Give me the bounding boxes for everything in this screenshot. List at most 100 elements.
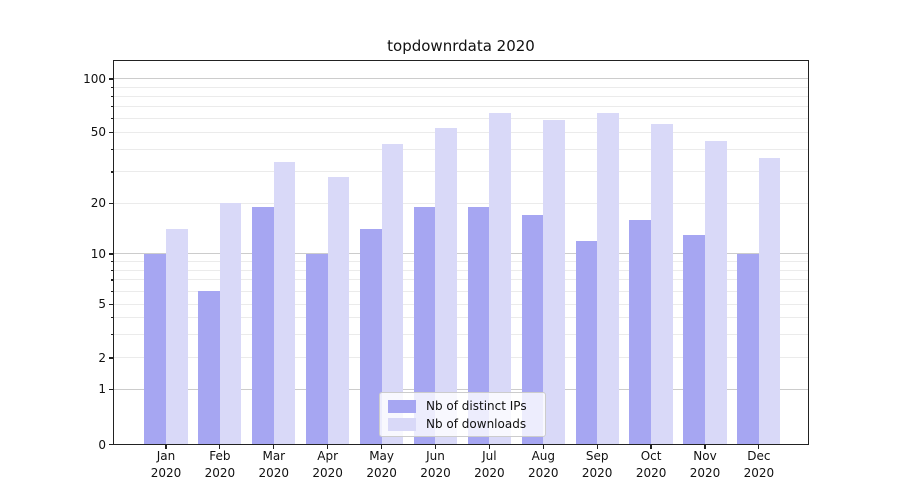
bar-distinct-ips-nov bbox=[683, 234, 705, 445]
x-tick-label-apr: Apr 2020 bbox=[312, 449, 343, 480]
legend: Nb of distinct IPs Nb of downloads bbox=[379, 392, 546, 437]
x-tick-mar bbox=[273, 444, 275, 449]
bar-distinct-ips-jul bbox=[467, 207, 490, 445]
gridline-minor-90 bbox=[113, 86, 810, 88]
legend-entry-downloads: Nb of downloads bbox=[380, 415, 545, 433]
bar-distinct-ips-mar bbox=[252, 207, 274, 445]
bar-distinct-ips-oct bbox=[629, 219, 652, 445]
x-tick-label-dec: Dec 2020 bbox=[743, 449, 775, 480]
bar-distinct-ips-may bbox=[359, 229, 382, 445]
y-minor-tick-3 bbox=[110, 333, 114, 335]
y-tick-label-20: 20 bbox=[90, 196, 106, 211]
chart-title: topdownrdata 2020 bbox=[387, 37, 535, 55]
y-minor-tick-80 bbox=[110, 95, 114, 97]
bar-downloads-jul bbox=[489, 113, 511, 445]
gridline-minor-4 bbox=[113, 317, 810, 318]
x-tick-sep bbox=[596, 444, 598, 449]
y-axis-labels: 0 1 2 5 10 20 50 100 bbox=[0, 60, 106, 452]
bar-downloads-dec bbox=[758, 157, 781, 445]
bar-downloads-may bbox=[381, 144, 404, 445]
y-tick-label-0: 0 bbox=[98, 437, 106, 452]
gridline-minor-70 bbox=[113, 106, 810, 107]
y-minor-tick-8 bbox=[110, 269, 114, 271]
bar-downloads-nov bbox=[704, 140, 727, 445]
y-minor-tick-50 bbox=[110, 131, 114, 134]
bar-distinct-ips-aug bbox=[521, 215, 544, 445]
gridline-minor-3 bbox=[113, 333, 810, 335]
bar-distinct-ips-sep bbox=[575, 240, 598, 445]
bar-distinct-ips-jun bbox=[413, 207, 436, 445]
y-minor-tick-90 bbox=[110, 86, 114, 88]
legend-label-distinct-ips: Nb of distinct IPs bbox=[426, 399, 527, 413]
y-minor-tick-2 bbox=[110, 357, 114, 359]
bar-downloads-aug bbox=[543, 119, 565, 445]
x-tick-may bbox=[380, 444, 383, 449]
y-tick-label-2: 2 bbox=[98, 350, 106, 365]
gridline-minor-60 bbox=[113, 117, 810, 119]
gridline-minor-40 bbox=[113, 149, 810, 151]
bar-downloads-jan bbox=[165, 229, 188, 445]
gridline-minor-5 bbox=[113, 303, 810, 305]
y-minor-tick-70 bbox=[110, 106, 114, 108]
bar-distinct-ips-jan bbox=[144, 254, 166, 445]
gridline-minor-7 bbox=[113, 279, 810, 281]
y-minor-tick-9 bbox=[110, 261, 114, 263]
bar-downloads-feb bbox=[219, 203, 242, 445]
gridline-minor-30 bbox=[113, 171, 810, 173]
gridline-minor-9 bbox=[113, 261, 810, 263]
bar-downloads-mar bbox=[273, 162, 296, 445]
legend-label-downloads: Nb of downloads bbox=[426, 417, 527, 431]
bar-downloads-sep bbox=[597, 113, 619, 445]
y-tick-100 bbox=[108, 78, 114, 80]
x-tick-feb bbox=[219, 444, 221, 449]
y-minor-tick-5 bbox=[110, 303, 114, 306]
gridline-minor-50 bbox=[113, 131, 810, 133]
x-tick-label-may: May 2020 bbox=[366, 449, 397, 480]
bar-downloads-oct bbox=[651, 123, 673, 445]
x-tick-jul bbox=[488, 444, 490, 449]
x-tick-jun bbox=[434, 444, 437, 449]
x-tick-nov bbox=[704, 444, 706, 449]
x-tick-label-mar: Mar 2020 bbox=[258, 449, 290, 480]
gridline-minor-80 bbox=[113, 95, 810, 97]
x-tick-label-jul: Jul 2020 bbox=[474, 449, 505, 480]
y-tick-0 bbox=[108, 444, 114, 446]
gridline-major-1 bbox=[113, 388, 810, 390]
gridline-minor-20 bbox=[113, 202, 810, 204]
gridline-minor-8 bbox=[113, 269, 810, 271]
y-tick-label-50: 50 bbox=[90, 125, 106, 140]
y-tick-label-100: 100 bbox=[83, 71, 106, 86]
legend-entry-distinct-ips: Nb of distinct IPs bbox=[380, 397, 545, 415]
y-tick-1 bbox=[108, 388, 114, 391]
x-tick-aug bbox=[542, 444, 544, 449]
y-tick-10 bbox=[108, 253, 114, 255]
y-minor-tick-4 bbox=[110, 317, 114, 319]
x-tick-label-aug: Aug 2020 bbox=[528, 449, 559, 480]
y-minor-tick-60 bbox=[110, 117, 114, 120]
gridline-major-100 bbox=[113, 78, 810, 80]
bar-downloads-jun bbox=[435, 128, 458, 445]
x-tick-label-jun: Jun 2020 bbox=[420, 449, 451, 480]
bar-distinct-ips-dec bbox=[737, 254, 759, 445]
y-tick-label-1: 1 bbox=[98, 382, 106, 397]
bar-downloads-apr bbox=[327, 177, 350, 445]
bar-distinct-ips-apr bbox=[306, 254, 328, 445]
gridline-minor-2 bbox=[113, 357, 810, 359]
x-tick-label-feb: Feb 2020 bbox=[204, 449, 236, 480]
y-minor-tick-40 bbox=[110, 149, 114, 151]
x-tick-label-jan: Jan 2020 bbox=[150, 449, 182, 480]
x-tick-label-sep: Sep 2020 bbox=[581, 449, 613, 480]
x-tick-label-oct: Oct 2020 bbox=[635, 449, 667, 480]
legend-swatch-distinct-ips bbox=[388, 399, 416, 413]
x-tick-oct bbox=[650, 444, 652, 449]
y-minor-tick-30 bbox=[110, 171, 114, 173]
y-tick-label-10: 10 bbox=[90, 246, 106, 261]
legend-swatch-downloads bbox=[388, 417, 416, 431]
y-tick-label-5: 5 bbox=[98, 297, 106, 312]
plot-area bbox=[108, 60, 810, 449]
y-minor-tick-7 bbox=[110, 279, 114, 281]
x-tick-label-nov: Nov 2020 bbox=[689, 449, 721, 480]
y-minor-tick-6 bbox=[110, 290, 114, 292]
x-tick-apr bbox=[327, 444, 329, 449]
